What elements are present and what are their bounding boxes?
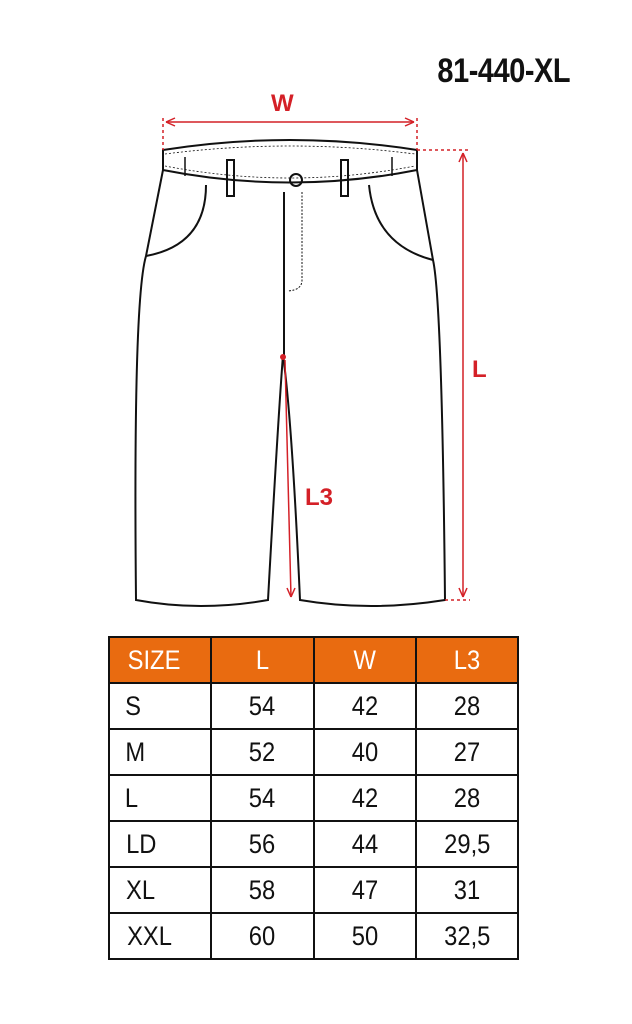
inseam-arrow [284,359,292,598]
product-code: 81-440-XL [437,52,570,90]
button [289,173,303,187]
size-table: SIZE L W L3 S 54 42 28 M 52 40 27 L 54 42 28 LD 56… [107,636,520,960]
left-pocket [145,184,207,257]
inseam-label: L3 [305,484,334,511]
waist-label: W [271,90,294,117]
table-row: L 54 42 28 [107,774,520,822]
table-row: LD 56 44 29,5 [107,820,520,868]
length-label: L [472,356,487,383]
right-pocket [368,184,434,261]
shorts-diagram [134,117,470,607]
table-row: XXL 60 50 32,5 [107,912,520,960]
header-l: L [255,644,269,675]
header-size: SIZE [127,644,181,675]
left-leg [134,169,284,607]
header-l3: L3 [453,644,481,675]
table-row: M 52 40 27 [107,728,520,776]
header-w: W [353,644,376,675]
right-leg [282,169,447,607]
belt-loop [340,159,349,197]
table-header: SIZE L W L3 [107,636,520,684]
table-row: S 54 42 28 [107,682,520,730]
belt-loop [226,159,235,197]
table-row: XL 58 47 31 [107,866,520,914]
